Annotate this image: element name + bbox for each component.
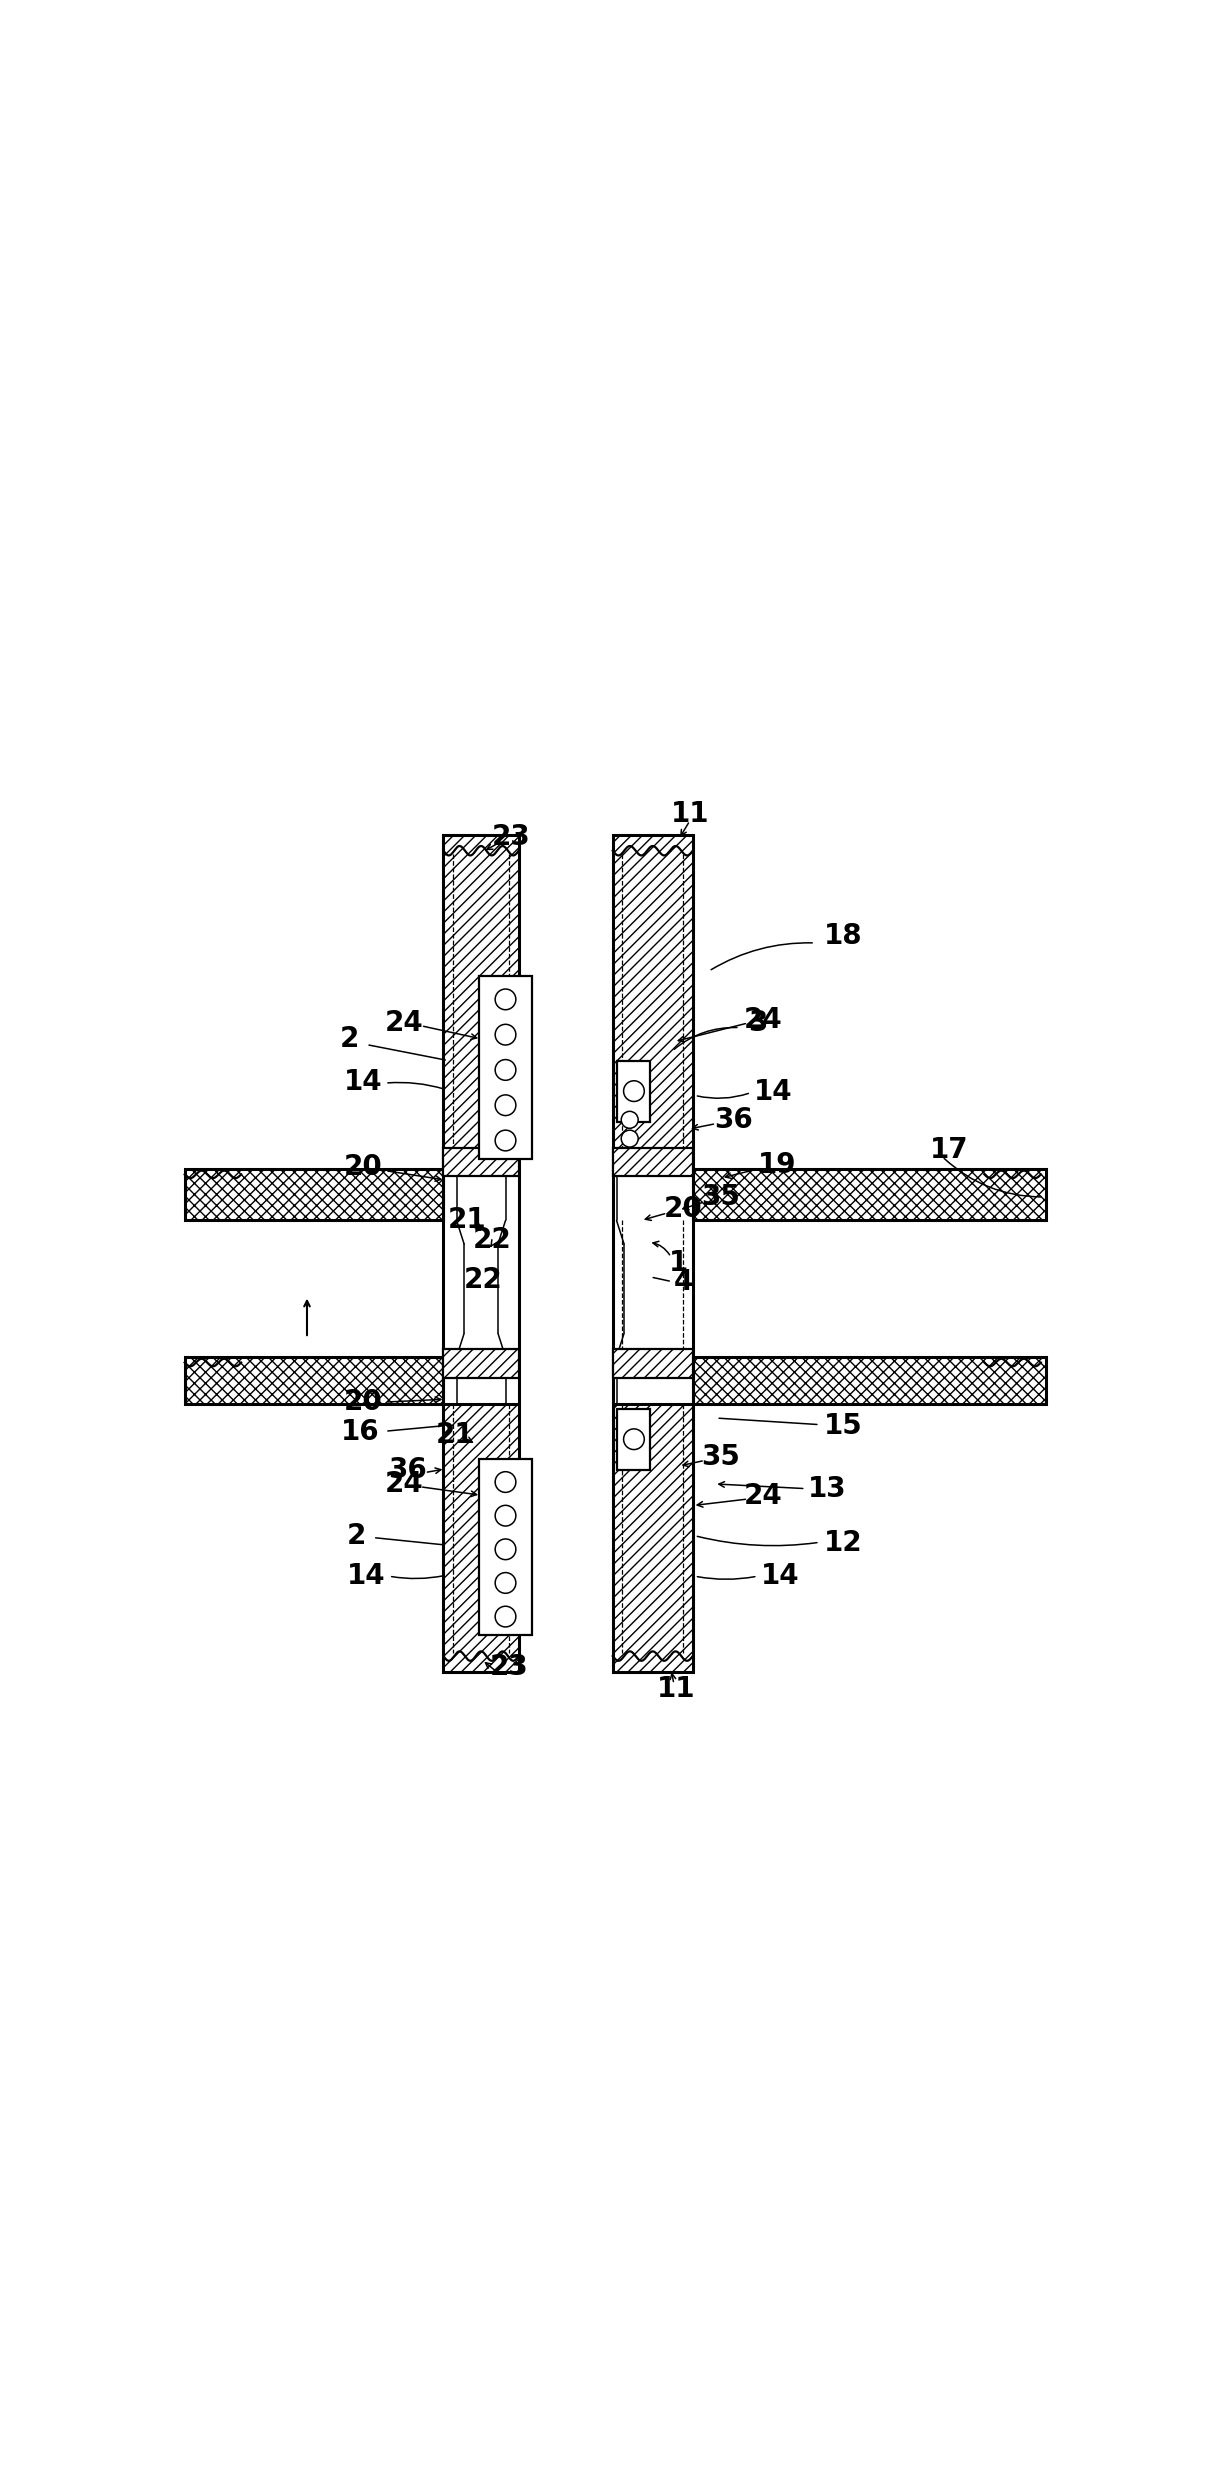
Polygon shape bbox=[443, 1405, 518, 1673]
Text: 14: 14 bbox=[761, 1561, 800, 1591]
Circle shape bbox=[495, 1060, 516, 1080]
Text: 21: 21 bbox=[448, 1206, 487, 1234]
Text: 22: 22 bbox=[473, 1226, 512, 1253]
Polygon shape bbox=[443, 1149, 518, 1176]
Polygon shape bbox=[480, 975, 532, 1159]
Text: 19: 19 bbox=[759, 1152, 796, 1179]
Text: 13: 13 bbox=[809, 1474, 846, 1502]
Text: 14: 14 bbox=[344, 1067, 382, 1097]
Circle shape bbox=[495, 1095, 516, 1114]
Polygon shape bbox=[185, 1358, 443, 1405]
Text: 4: 4 bbox=[674, 1268, 693, 1296]
Text: 35: 35 bbox=[702, 1184, 741, 1211]
Text: 11: 11 bbox=[657, 1675, 696, 1703]
Circle shape bbox=[622, 1112, 639, 1129]
Text: 24: 24 bbox=[385, 1469, 424, 1499]
Polygon shape bbox=[185, 1169, 443, 1221]
Text: 24: 24 bbox=[744, 1005, 783, 1035]
Polygon shape bbox=[480, 1459, 532, 1636]
Text: 22: 22 bbox=[464, 1266, 503, 1293]
Circle shape bbox=[624, 1430, 645, 1449]
Text: 16: 16 bbox=[341, 1417, 380, 1447]
Text: 15: 15 bbox=[824, 1412, 863, 1440]
Text: 17: 17 bbox=[930, 1137, 969, 1164]
Text: 36: 36 bbox=[388, 1457, 427, 1484]
Text: 36: 36 bbox=[714, 1107, 753, 1134]
Polygon shape bbox=[613, 1149, 693, 1176]
Text: 20: 20 bbox=[344, 1387, 382, 1417]
Text: 2: 2 bbox=[347, 1521, 367, 1549]
Text: 18: 18 bbox=[824, 923, 863, 951]
Text: 14: 14 bbox=[754, 1077, 792, 1104]
Text: 24: 24 bbox=[385, 1008, 424, 1037]
Text: 23: 23 bbox=[490, 1653, 528, 1680]
Polygon shape bbox=[613, 1350, 693, 1378]
Circle shape bbox=[495, 988, 516, 1010]
Polygon shape bbox=[443, 834, 518, 1169]
Polygon shape bbox=[618, 1060, 651, 1122]
Polygon shape bbox=[693, 1169, 1045, 1221]
Text: 2: 2 bbox=[340, 1025, 359, 1052]
Circle shape bbox=[495, 1129, 516, 1152]
Circle shape bbox=[495, 1025, 516, 1045]
Polygon shape bbox=[618, 1410, 651, 1469]
Text: 23: 23 bbox=[492, 822, 531, 851]
Circle shape bbox=[495, 1539, 516, 1559]
Circle shape bbox=[495, 1472, 516, 1492]
Circle shape bbox=[495, 1606, 516, 1626]
Text: 1: 1 bbox=[669, 1248, 688, 1276]
Text: 21: 21 bbox=[436, 1422, 473, 1449]
Circle shape bbox=[495, 1504, 516, 1526]
Polygon shape bbox=[443, 1350, 518, 1378]
Circle shape bbox=[622, 1129, 639, 1147]
Text: 12: 12 bbox=[824, 1529, 863, 1556]
Circle shape bbox=[624, 1080, 645, 1102]
Polygon shape bbox=[613, 1405, 693, 1673]
Text: 3: 3 bbox=[748, 1008, 767, 1037]
Text: 14: 14 bbox=[347, 1561, 386, 1591]
Text: 24: 24 bbox=[744, 1482, 783, 1509]
Polygon shape bbox=[613, 834, 693, 1169]
Polygon shape bbox=[693, 1358, 1045, 1405]
Text: 35: 35 bbox=[702, 1442, 741, 1472]
Text: 20: 20 bbox=[664, 1196, 703, 1224]
Circle shape bbox=[495, 1574, 516, 1593]
Text: 20: 20 bbox=[344, 1152, 382, 1181]
Text: 11: 11 bbox=[670, 799, 709, 829]
